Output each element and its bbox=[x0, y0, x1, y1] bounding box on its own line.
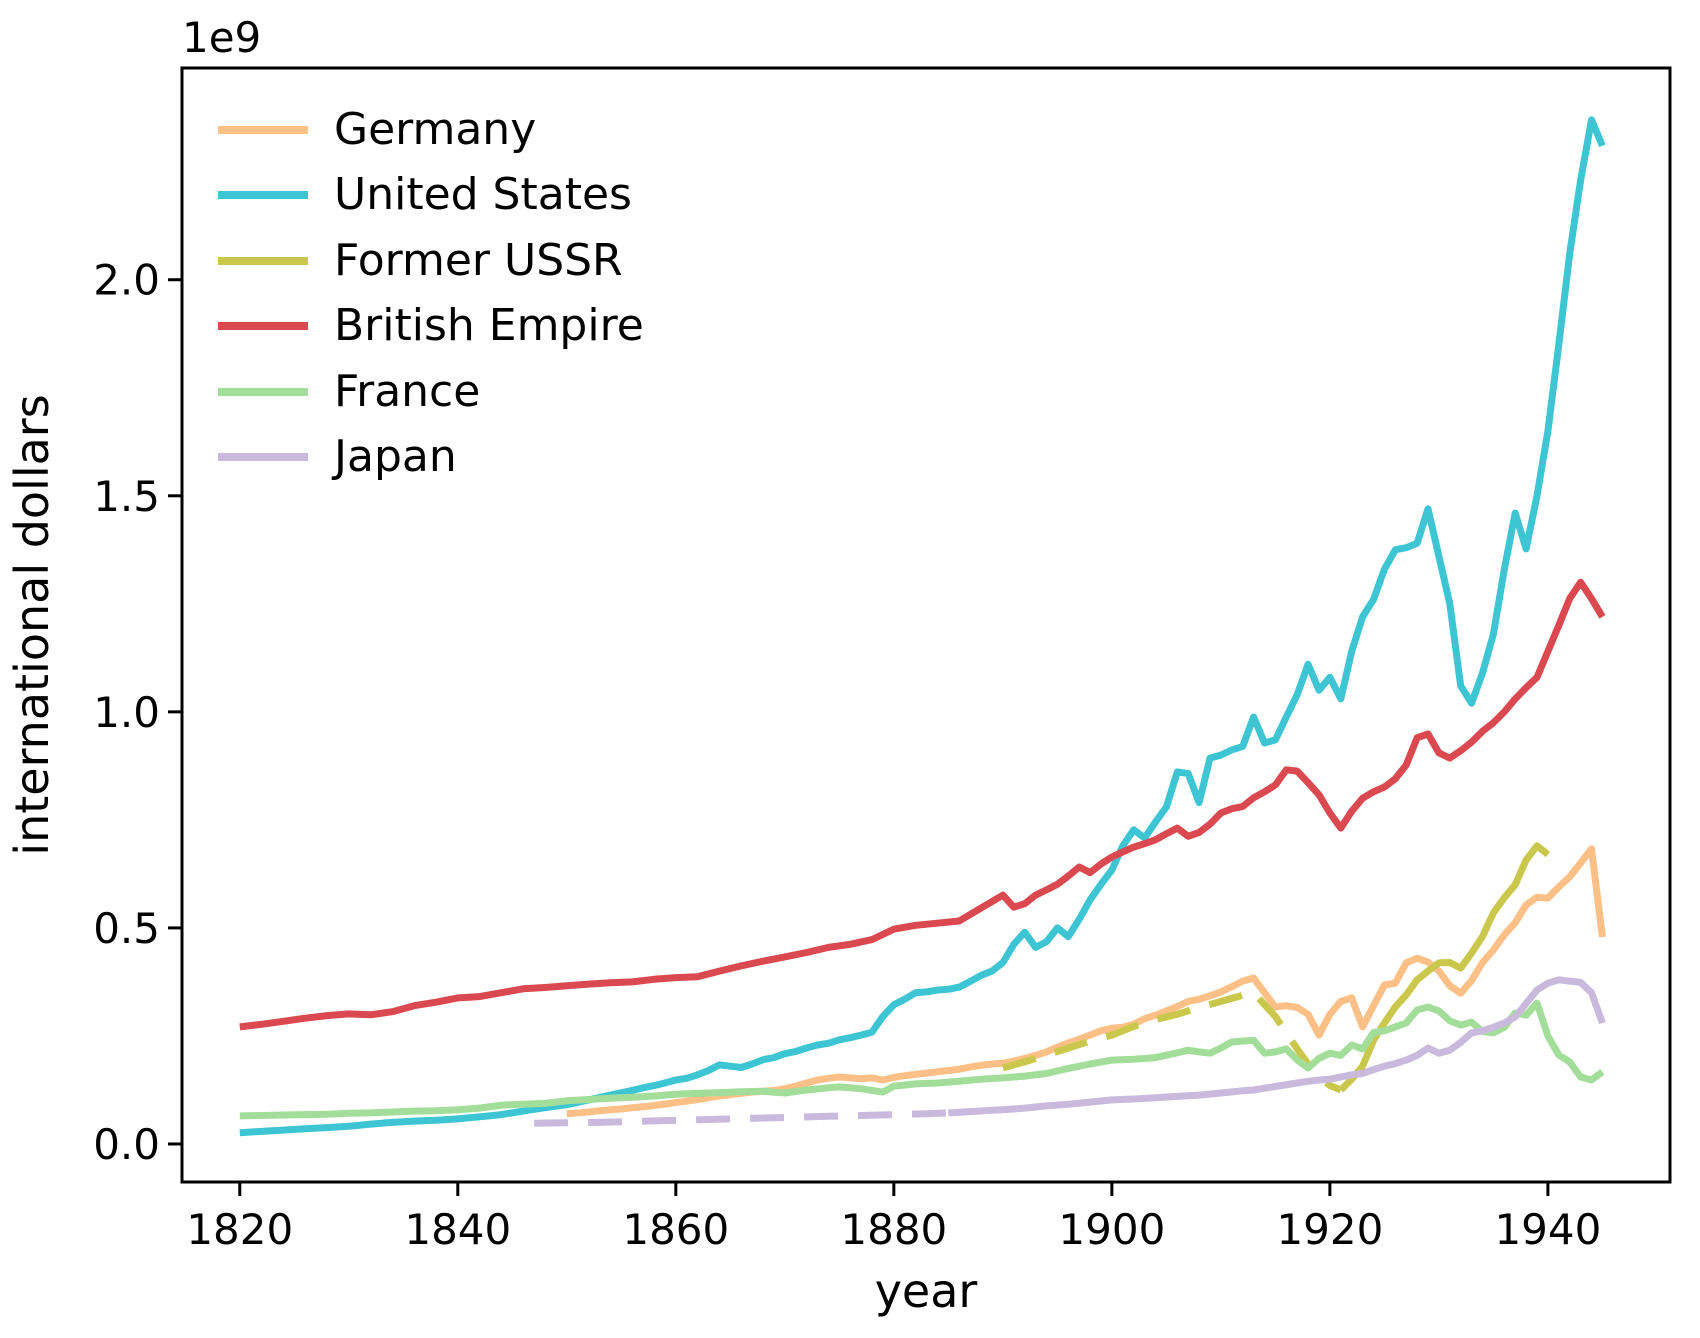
legend-label-former-ussr: Former USSR bbox=[334, 235, 623, 286]
legend-swatch-japan bbox=[218, 453, 308, 461]
legend-swatch-british-empire bbox=[218, 322, 308, 330]
x-axis-tick-label: 1900 bbox=[1058, 1205, 1165, 1254]
legend-swatch-germany bbox=[218, 126, 308, 134]
series-line-japan-dashed bbox=[534, 1109, 949, 1127]
x-axis-tick-label: 1880 bbox=[840, 1205, 947, 1254]
series-line-germany bbox=[566, 845, 1606, 1118]
x-axis-tick-label: 1940 bbox=[1494, 1205, 1601, 1254]
y-axis-tick-label: 2.0 bbox=[93, 256, 160, 305]
legend-swatch-former-ussr bbox=[218, 257, 308, 265]
x-axis-tick-label: 1860 bbox=[622, 1205, 729, 1254]
x-axis-tick-label: 1840 bbox=[404, 1205, 511, 1254]
legend-label-germany: Germany bbox=[334, 104, 537, 155]
y-axis-tick-label: 1.0 bbox=[93, 688, 160, 737]
legend-label-france: France bbox=[334, 366, 481, 417]
series-line-japan bbox=[948, 976, 1606, 1117]
series-line-british-empire bbox=[239, 578, 1606, 1031]
x-axis-tick-label: 1820 bbox=[186, 1205, 293, 1254]
series-line-united-states bbox=[239, 116, 1606, 1137]
y-axis-offset-label: 1e9 bbox=[182, 13, 261, 62]
y-axis-tick-label: 0.5 bbox=[93, 904, 160, 953]
y-axis-title: international dollars bbox=[5, 394, 59, 855]
plot-border bbox=[180, 66, 1672, 1184]
legend-item-british-empire: British Empire bbox=[218, 304, 644, 348]
legend-item-former-ussr: Former USSR bbox=[218, 239, 623, 283]
legend-swatch-france bbox=[218, 388, 308, 396]
legend-label-japan: Japan bbox=[334, 431, 457, 482]
series-line-france bbox=[239, 999, 1605, 1120]
legend-label-british-empire: British Empire bbox=[334, 300, 644, 351]
y-axis-tick-label: 1.5 bbox=[93, 472, 160, 521]
series-line-former-ussr bbox=[1338, 842, 1551, 1093]
legend-item-united-states: United States bbox=[218, 173, 632, 217]
legend-swatch-united-states bbox=[218, 191, 308, 199]
series-layer bbox=[239, 116, 1606, 1137]
legend-item-germany: Germany bbox=[218, 108, 536, 152]
legend-item-france: France bbox=[218, 370, 480, 414]
legend-label-united-states: United States bbox=[334, 169, 632, 220]
axes-layer: 1820 1840 1860 1880 1900 1920 1940 0.0 0.5 1.0 1.5… bbox=[93, 66, 1672, 1254]
x-axis-title: year bbox=[875, 1264, 978, 1318]
y-axis-tick-label: 0.0 bbox=[93, 1120, 160, 1169]
x-axis-tick-label: 1920 bbox=[1276, 1205, 1383, 1254]
legend-item-japan: Japan bbox=[218, 435, 457, 479]
